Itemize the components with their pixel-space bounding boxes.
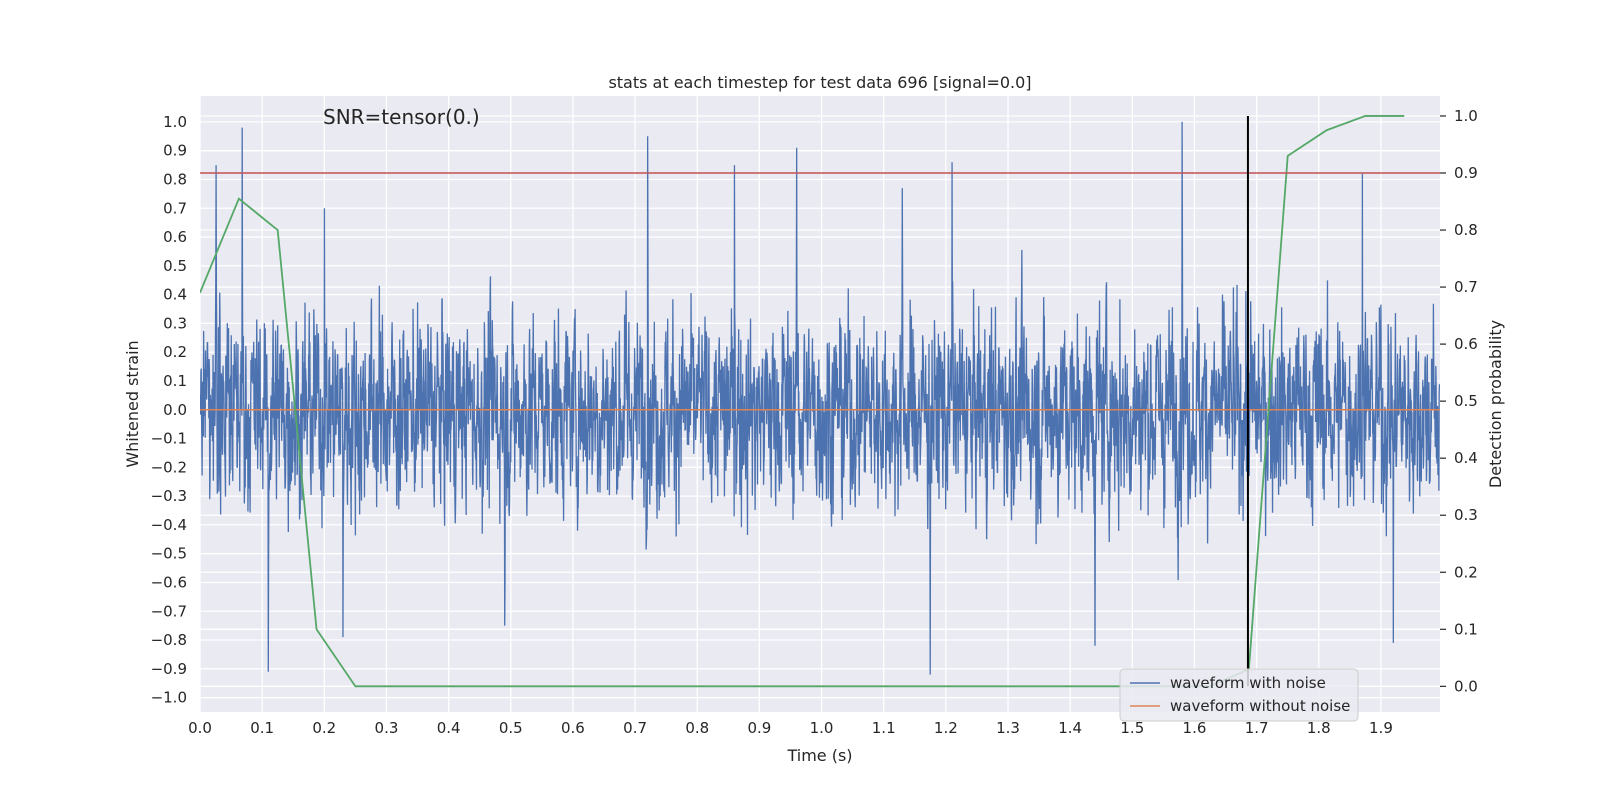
y-tick-label-left: 1.0 [163,113,187,131]
x-axis-label: Time (s) [786,746,852,765]
y-tick-label-left: 0.6 [163,228,187,246]
y-tick-label-left: 0.5 [163,257,187,275]
y-tick-label-right: 1.0 [1454,107,1478,125]
x-tick-label: 0.0 [188,719,212,737]
y-tick-label-left: −0.7 [151,602,187,620]
right-y-axis: 1.0 0.9 0.8 0.7 0.6 0.5 0.4 0.3 0.2 0.1 0.0 [1440,107,1478,695]
y-tick-label-left: 0.0 [163,401,187,419]
legend-label-clean: waveform without noise [1170,697,1350,715]
x-tick-label: 1.7 [1245,719,1269,737]
y-tick-label-left: 0.7 [163,199,187,217]
legend-box [1119,668,1359,722]
y-tick-label-right: 0.7 [1454,278,1478,296]
y-tick-label-right: 0.8 [1454,221,1478,239]
x-tick-label: 1.6 [1183,719,1207,737]
y-tick-label-left: 0.4 [163,286,187,304]
x-axis: 0.0 0.1 0.2 0.3 0.4 0.5 0.6 0.7 0.8 0.9 1.0 1.1 1.2 1… [188,719,1393,737]
x-tick-label: 1.4 [1058,719,1082,737]
left-y-axis: 1.0 0.9 0.8 0.7 0.6 0.5 0.4 0.3 0.2 0.1 0.0 −0.1 −0.… [151,113,187,707]
y-tick-label-left: 0.3 [163,314,187,332]
y-tick-label-right: 0.6 [1454,335,1478,353]
y-tick-label-right: 0.9 [1454,164,1478,182]
y-tick-label-right: 0.3 [1454,506,1478,524]
x-tick-label: 0.3 [375,719,399,737]
y-tick-label-left: −0.3 [151,487,187,505]
y-tick-label-left: 0.2 [163,343,187,361]
y-tick-label-left: −0.2 [151,458,187,476]
y-tick-label-right: 0.1 [1454,620,1478,638]
x-tick-label: 1.8 [1307,719,1331,737]
x-tick-label: 1.5 [1120,719,1144,737]
x-tick-label: 0.2 [312,719,336,737]
y-tick-label-left: −0.5 [151,545,187,563]
y-tick-label-right: 0.0 [1454,677,1478,695]
x-tick-label: 0.7 [623,719,647,737]
y-tick-label-left: 0.1 [163,372,187,390]
y-tick-label-left: −0.1 [151,430,187,448]
x-tick-label: 0.8 [685,719,709,737]
x-tick-label: 0.6 [561,719,585,737]
x-tick-label: 1.2 [934,719,958,737]
y-axis-label-left: Whitened strain [123,340,142,467]
y-tick-label-right: 0.5 [1454,392,1478,410]
y-tick-label-left: −0.4 [151,516,187,534]
y-tick-label-left: −0.8 [151,631,187,649]
y-tick-label-right: 0.4 [1454,449,1478,467]
y-tick-label-left: −0.9 [151,660,187,678]
snr-annotation: SNR=tensor(0.) [323,105,480,129]
y-tick-label-left: 0.8 [163,170,187,188]
chart-title: stats at each timestep for test data 696… [608,73,1031,92]
plot-area [200,115,1440,688]
x-tick-label: 1.1 [872,719,896,737]
x-tick-label: 1.0 [810,719,834,737]
y-tick-label-left: −1.0 [151,689,187,707]
y-tick-label-left: −0.6 [151,573,187,591]
y-axis-label-right: Detection probability [1486,320,1505,488]
x-tick-label: 1.3 [996,719,1020,737]
x-tick-label: 0.1 [250,719,274,737]
legend: waveform with noise waveform without noi… [1119,668,1359,722]
y-tick-label-left: 0.9 [163,142,187,160]
x-tick-label: 1.9 [1369,719,1393,737]
x-tick-label: 0.4 [437,719,461,737]
x-tick-label: 0.5 [499,719,523,737]
y-tick-label-right: 0.2 [1454,563,1478,581]
legend-label-noisy: waveform with noise [1170,674,1326,692]
x-tick-label: 0.9 [747,719,771,737]
